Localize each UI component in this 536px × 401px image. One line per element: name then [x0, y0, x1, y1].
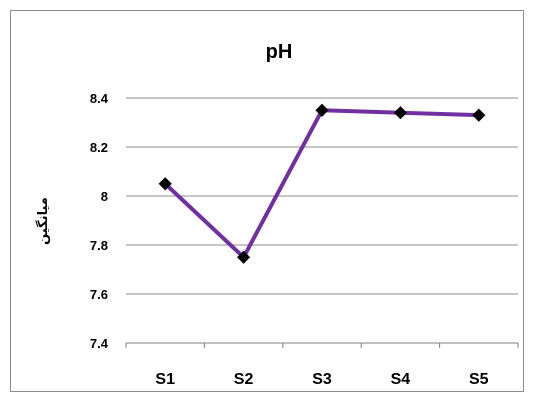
- data-point-marker: [237, 250, 251, 264]
- y-tick-label: 8.4: [90, 91, 109, 106]
- chart-title: pH: [266, 41, 293, 63]
- y-tick-label: 7.8: [90, 238, 108, 253]
- y-tick-label: 7.4: [90, 336, 109, 351]
- y-tick-labels: 7.4 7.6 7.8 8 8.2 8.4: [90, 91, 109, 351]
- x-tick-label: S1: [155, 371, 175, 388]
- chart-frame: [10, 10, 524, 392]
- series-group: [158, 103, 486, 264]
- y-axis-label: میانگین: [35, 197, 51, 245]
- x-tick-label: S5: [469, 371, 489, 388]
- x-tick-labels: S1 S2 S3 S4 S5: [155, 371, 488, 388]
- y-tick-label: 8.2: [90, 140, 108, 155]
- x-tick-label: S3: [312, 371, 332, 388]
- x-tick-label: S4: [391, 371, 411, 388]
- axes: [125, 342, 519, 348]
- data-point-marker: [158, 177, 172, 191]
- y-tick-label: 8: [101, 189, 108, 204]
- x-tick-label: S2: [234, 371, 254, 388]
- data-point-marker: [315, 103, 329, 117]
- y-tick-label: 7.6: [90, 287, 108, 302]
- series-line: [163, 108, 479, 260]
- data-point-marker: [393, 106, 407, 120]
- data-point-marker: [472, 108, 486, 122]
- gridlines: [126, 97, 518, 295]
